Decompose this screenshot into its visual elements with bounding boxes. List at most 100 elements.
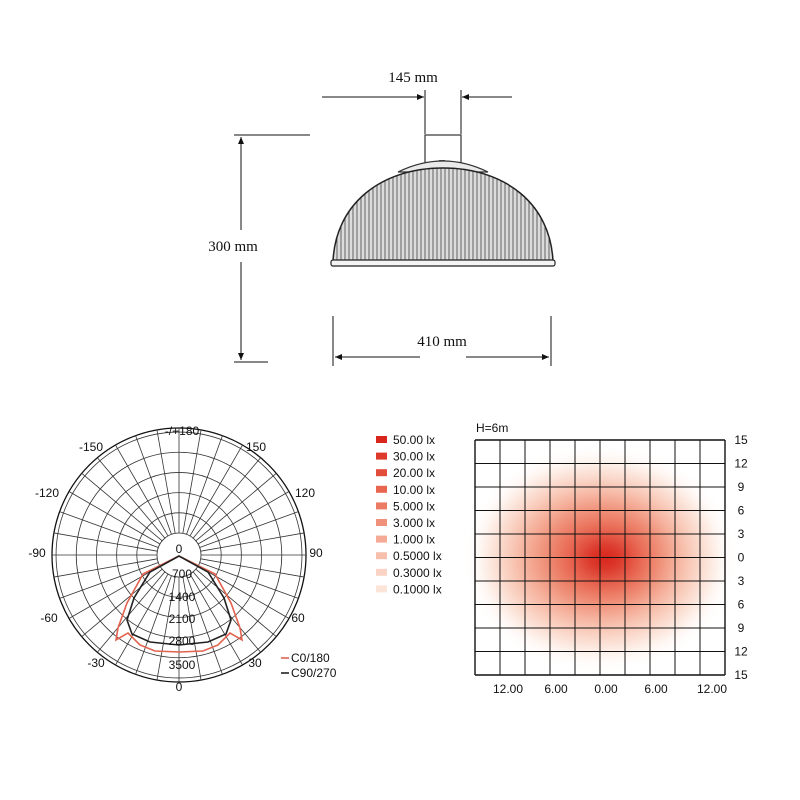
isolux-legend-label: 1.000 lx: [393, 533, 435, 547]
polar-spoke: [199, 511, 299, 548]
polar-spoke: [189, 444, 243, 537]
polar-radial-0: 0: [176, 542, 183, 556]
isolux-x-ticks: 12.00 6.00 0.00 6.00 12.00: [493, 682, 727, 696]
dim-top-width-label: 145 mm: [388, 70, 438, 86]
polar-angle-120: 120: [295, 486, 315, 500]
polar-spoke: [195, 473, 277, 542]
isolux-y-tick: 3: [738, 527, 745, 541]
polar-spoke: [53, 558, 158, 578]
isolux-legend-label: 50.00 lx: [393, 433, 435, 447]
polar-curves: [114, 555, 244, 653]
polar-spoke: [189, 573, 243, 666]
polar-spoke: [135, 575, 172, 675]
polar-angle-m90: -90: [28, 546, 46, 560]
polar-spoke: [135, 435, 172, 535]
polar-spoke: [81, 473, 163, 542]
isolux-legend-swatch: [376, 485, 387, 493]
polar-spoke: [197, 491, 290, 545]
polar-grid: [51, 427, 307, 683]
polar-angle-m150: -150: [79, 440, 103, 454]
polar-spoke: [200, 532, 305, 552]
polar-legend-c90-label: C90/270: [291, 666, 337, 680]
isolux-legend-label: 0.5000 lx: [393, 549, 442, 563]
polar-radial-2800: 2800: [169, 634, 196, 648]
isolux-y-tick: 15: [734, 433, 748, 447]
isolux-y-tick: 9: [738, 480, 745, 494]
isolux-height-label: H=6m: [476, 421, 508, 435]
polar-spoke: [115, 573, 169, 666]
polar-spoke: [199, 562, 299, 599]
isolux-grid: [474, 439, 726, 676]
isolux-diagram: H=6m 50.00 lx 30.00 lx 20.00 lx 10.00 lx 5.0…: [376, 421, 748, 696]
isolux-y-tick: 9: [738, 621, 745, 635]
polar-angle-m60: -60: [40, 611, 58, 625]
isolux-legend-swatch: [376, 469, 387, 477]
polar-spoke: [192, 457, 261, 539]
isolux-y-tick: 12: [734, 645, 748, 659]
polar-spoke: [115, 444, 169, 537]
isolux-y-tick: 3: [738, 574, 745, 588]
polar-spoke: [97, 571, 166, 653]
polar-spoke: [186, 575, 223, 675]
polar-radial-3500: 3500: [169, 658, 196, 672]
isolux-legend-swatch: [376, 519, 387, 526]
isolux-legend-label: 20.00 lx: [393, 466, 435, 480]
polar-radial-2100: 2100: [169, 612, 196, 626]
polar-spoke: [81, 568, 163, 637]
isolux-legend-swatch: [376, 502, 387, 510]
polar-radial-1400: 1400: [169, 590, 196, 604]
polar-spoke: [68, 565, 161, 619]
isolux-y-tick: 0: [738, 551, 745, 565]
isolux-legend-swatch: [376, 552, 387, 560]
isolux-y-tick: 6: [738, 504, 745, 518]
reflector-dome: [332, 167, 554, 263]
isolux-y-ticks: 15 12 9 6 3 0 3 6 9 12 15: [734, 433, 748, 682]
polar-spoke: [156, 429, 176, 534]
polar-spoke: [186, 435, 223, 535]
polar-diagram: -/+180 150 -150 120 -120 90 -90 60 -60 3…: [28, 424, 336, 694]
polar-angle-60: 60: [291, 611, 305, 625]
isolux-legend-swatch: [376, 436, 387, 443]
polar-radial-700: 700: [172, 567, 192, 581]
isolux-legend-swatch: [376, 585, 387, 593]
luminaire-drawing: 145 mm 300 mm 410 mm: [208, 70, 556, 366]
isolux-legend-swatch: [376, 452, 387, 460]
reflector-rim: [330, 259, 556, 267]
isolux-legend: 50.00 lx 30.00 lx 20.00 lx 10.00 lx 5.000 lx…: [376, 433, 442, 596]
curve-c90-270: [126, 555, 232, 646]
isolux-legend-label: 5.000 lx: [393, 499, 435, 513]
polar-legend-c0-label: C0/180: [291, 651, 330, 665]
isolux-x-tick: 12.00: [697, 682, 727, 696]
polar-spoke: [182, 576, 202, 681]
isolux-legend-swatch: [376, 535, 387, 543]
polar-spoke: [195, 568, 277, 637]
isolux-legend-label: 3.000 lx: [393, 516, 435, 530]
polar-angle-90: 90: [309, 546, 323, 560]
polar-spoke: [59, 511, 159, 548]
dim-height-label: 300 mm: [208, 239, 258, 255]
isolux-x-tick: 0.00: [594, 682, 618, 696]
isolux-legend-swatch: [376, 568, 387, 576]
polar-spoke: [97, 457, 166, 539]
isolux-x-tick: 6.00: [644, 682, 668, 696]
isolux-x-tick: 12.00: [493, 682, 523, 696]
isolux-x-tick: 6.00: [544, 682, 568, 696]
polar-spoke: [192, 571, 261, 653]
polar-spoke: [59, 562, 159, 599]
isolux-legend-label: 0.1000 lx: [393, 582, 442, 596]
polar-angle-m30: -30: [87, 656, 105, 670]
polar-angle-30: 30: [248, 656, 262, 670]
isolux-y-tick: 12: [734, 457, 748, 471]
polar-spoke: [53, 532, 158, 552]
polar-spoke: [68, 491, 161, 545]
polar-angle-180: -/+180: [165, 424, 200, 438]
polar-spoke: [197, 565, 290, 619]
isolux-y-tick: 6: [738, 598, 745, 612]
polar-spoke: [182, 429, 202, 534]
polar-spoke: [200, 558, 305, 578]
isolux-legend-label: 10.00 lx: [393, 483, 435, 497]
isolux-y-tick: 15: [734, 668, 748, 682]
mount-bracket: [424, 134, 462, 165]
polar-angle-m120: -120: [35, 486, 59, 500]
